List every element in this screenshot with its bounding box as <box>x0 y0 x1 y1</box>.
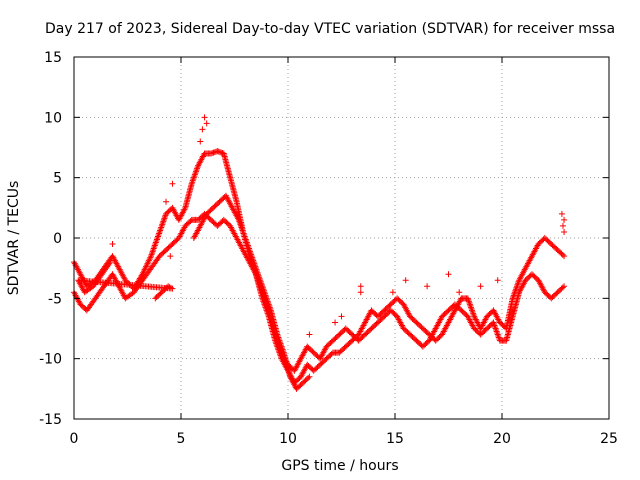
y-tick-label: -5 <box>48 291 62 307</box>
data-point-track-a <box>559 251 566 258</box>
data-point-track-a <box>122 277 129 284</box>
data-point-isolated <box>201 114 208 121</box>
x-axis-title: GPS time / hours <box>281 458 398 474</box>
data-point-isolated <box>163 198 170 205</box>
data-point-track-a <box>328 350 335 357</box>
x-tick-label: 20 <box>493 431 511 447</box>
data-point-isolated <box>338 313 345 320</box>
y-tick-label: 0 <box>53 231 62 247</box>
data-series <box>71 114 568 392</box>
data-point-track-b <box>559 284 566 291</box>
data-point-track-b <box>561 283 568 290</box>
data-point-isolated <box>389 289 396 296</box>
data-point-isolated <box>199 126 206 133</box>
data-point-isolated <box>203 120 210 127</box>
data-point-isolated <box>357 289 364 296</box>
data-point-isolated <box>561 228 568 235</box>
data-point-track-b <box>187 218 194 225</box>
data-point-isolated <box>167 253 174 260</box>
data-point-track-d <box>107 259 114 266</box>
y-tick-label: 15 <box>44 50 62 66</box>
chart-title: Day 217 of 2023, Sidereal Day-to-day VTE… <box>45 21 615 37</box>
data-point-isolated <box>306 331 313 338</box>
data-point-isolated <box>402 277 409 284</box>
y-axis-title: SDTVAR / TECUs <box>6 181 22 296</box>
data-point-isolated <box>197 138 204 145</box>
data-point-track-c <box>305 374 312 381</box>
data-point-isolated <box>494 277 501 284</box>
data-point-isolated <box>477 283 484 290</box>
axis-ticks: 0 5 10 15 20 25 -15 -10 -5 0 5 10 15 <box>39 50 618 447</box>
x-tick-label: 15 <box>386 431 404 447</box>
data-point-isolated <box>558 210 565 217</box>
y-tick-label: 10 <box>44 110 62 126</box>
data-point-isolated <box>561 216 568 223</box>
x-tick-label: 10 <box>279 431 297 447</box>
y-tick-label: -15 <box>39 412 62 428</box>
grid <box>74 57 609 419</box>
y-tick-label: 5 <box>53 171 62 187</box>
data-point-isolated <box>456 289 463 296</box>
data-point-isolated <box>109 241 116 248</box>
data-point-isolated <box>332 319 339 326</box>
data-point-isolated <box>559 222 566 229</box>
data-point-track-a <box>561 253 568 260</box>
data-point-isolated <box>357 283 364 290</box>
y-tick-label: -10 <box>39 352 62 368</box>
data-point-isolated <box>424 283 431 290</box>
x-tick-label: 25 <box>600 431 618 447</box>
data-point-isolated <box>169 180 176 187</box>
data-point-track-c <box>306 373 313 380</box>
data-point-isolated <box>445 271 452 278</box>
x-tick-label: 0 <box>70 431 79 447</box>
x-tick-label: 5 <box>177 431 186 447</box>
